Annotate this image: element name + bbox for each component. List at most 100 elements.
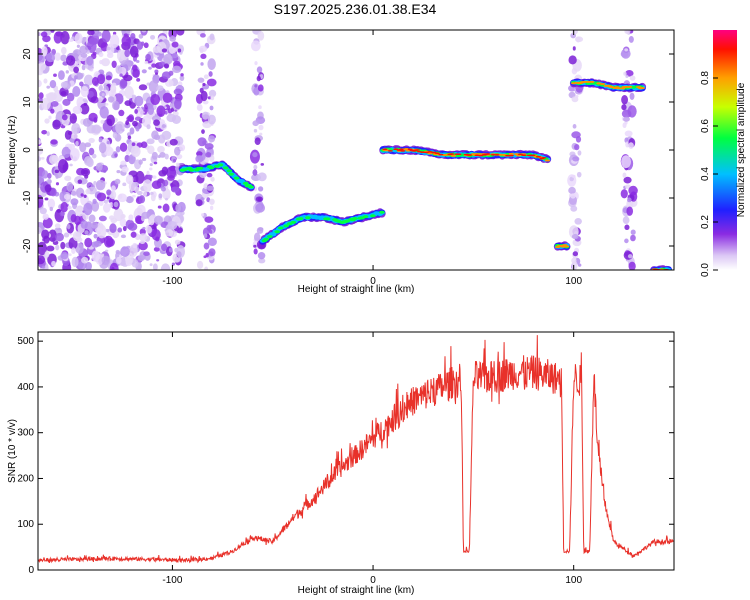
spectrogram-trace-cell xyxy=(508,154,514,157)
spectrogram-noise-blob xyxy=(117,227,123,233)
spectrogram-noise-blob xyxy=(120,234,127,239)
colorbar-tick-label: 0.0 xyxy=(700,263,711,277)
spectrogram-noise-blob xyxy=(82,117,92,127)
spectrogram-noise-blob xyxy=(143,191,148,197)
spectrogram-noise-blob xyxy=(175,162,180,167)
spectrogram-noise-blob xyxy=(257,31,265,41)
spectrogram-noise-blob xyxy=(204,216,214,223)
spectrogram-noise-blob xyxy=(93,233,98,239)
spectrogram-noise-blob xyxy=(101,30,111,43)
spectrogram-noise-blob xyxy=(127,114,135,123)
spectrogram-noise-blob xyxy=(83,194,87,199)
spectrogram-noise-blob xyxy=(161,71,171,80)
spectrogram-noise-blob xyxy=(174,98,182,110)
colorbar-tick-label: 0.8 xyxy=(700,71,711,85)
spectrogram-noise-blob xyxy=(120,160,127,166)
spectrogram-noise-blob xyxy=(174,239,181,245)
spectrogram-noise-blob xyxy=(571,233,579,240)
spectrogram-noise-blob xyxy=(81,256,89,264)
spectrogram-noise-blob xyxy=(91,76,99,86)
spectrogram-noise-blob xyxy=(571,174,576,178)
spectrogram-noise-blob xyxy=(109,202,114,208)
spectrogram-noise-blob xyxy=(80,52,88,58)
spectrogram-noise-blob xyxy=(97,74,106,85)
spectrogram-noise-blob xyxy=(127,135,132,140)
spectrogram-noise-blob xyxy=(131,94,137,99)
spectrogram-noise-blob xyxy=(195,199,203,207)
spectrogram-trace-cell xyxy=(609,85,615,88)
spectrogram-noise-blob xyxy=(203,74,209,80)
snr-series-line xyxy=(38,335,674,564)
spectrogram-noise-blob xyxy=(67,205,72,210)
spectrogram-noise-blob xyxy=(628,185,638,196)
spectrogram-noise-blob xyxy=(60,251,69,260)
spectrogram-noise-blob xyxy=(138,195,146,204)
spectrogram-noise-blob xyxy=(44,184,52,193)
spectrogram-noise-blob xyxy=(180,73,184,77)
spectrogram-noise-blob xyxy=(156,105,166,118)
spectrogram-trace-cell xyxy=(324,217,331,221)
spectrogram-noise-blob xyxy=(118,109,125,117)
snr-panel: -100 0 100 0 100 200 300 400 500 Height of strai… xyxy=(7,331,675,596)
spectrogram-noise-blob xyxy=(38,147,44,155)
spectrogram-noise-blob xyxy=(139,240,146,245)
spectrogram-noise-blob xyxy=(44,251,50,258)
spectrogram-noise-blob xyxy=(91,221,99,229)
snr-x-tick-label: -100 xyxy=(162,575,182,586)
spectrogram-noise-blob xyxy=(258,258,266,264)
spectrogram-noise-blob xyxy=(38,255,46,265)
spectrogram-noise-blob xyxy=(39,207,47,215)
spectrogram-noise-blob xyxy=(164,153,169,160)
spectrogram-noise-blob xyxy=(201,129,205,135)
spectrogram-noise-blob xyxy=(48,115,52,120)
colorbar-tick-label: 0.2 xyxy=(700,215,711,229)
spectrogram-noise-blob xyxy=(630,234,636,242)
spectrogram-noise-blob xyxy=(38,139,42,145)
spectrogram-noise-blob xyxy=(79,81,84,87)
spectrogram-noise-blob xyxy=(134,108,138,114)
spectrogram-noise-blob xyxy=(71,123,81,135)
spectrogram-noise-blob xyxy=(106,46,111,51)
spectrogram-trace-cell xyxy=(517,153,523,156)
spectrogram-noise-blob xyxy=(54,52,61,61)
spectrogram-noise-blob xyxy=(43,235,50,244)
spectrogram-noise-blob xyxy=(116,170,121,174)
spectrogram-noise-blob xyxy=(99,60,104,65)
spectrogram-noise-blob xyxy=(38,79,42,88)
spectrogram-noise-blob xyxy=(252,169,258,176)
spectrogram-noise-blob xyxy=(99,223,104,229)
spectrogram-noise-blob xyxy=(49,187,57,197)
spectrogram-noise-blob xyxy=(129,244,138,257)
spectrogram-noise-blob xyxy=(49,80,57,89)
colorbar: 0.0 0.2 0.4 0.6 0.8 Normalized spectral ampl… xyxy=(700,30,747,277)
spectrogram-noise-blob xyxy=(88,112,98,122)
spectrogram-noise-blob xyxy=(253,244,257,248)
spectrogram-noise-blob xyxy=(629,92,635,100)
spectrogram-noise-blob xyxy=(138,159,143,165)
spectrogram-noise-blob xyxy=(163,53,173,65)
spectrogram-noise-blob xyxy=(98,95,103,103)
spectrogram-noise-blob xyxy=(111,185,116,192)
spectrogram-noise-blob xyxy=(87,90,94,98)
spectrogram-noise-blob xyxy=(161,48,168,53)
spectrogram-noise-blob xyxy=(98,215,107,222)
spectrogram-noise-blob xyxy=(141,211,150,219)
spectrogram-trace-cell xyxy=(478,154,484,157)
spectrogram-noise-blob xyxy=(204,233,208,238)
spectrogram-noise-blob xyxy=(101,255,111,266)
spectrogram-trace-cell xyxy=(438,153,444,156)
spectrogram-noise-blob xyxy=(49,206,54,212)
spectrogram-noise-blob xyxy=(74,75,78,80)
spectrogram-trace-cell xyxy=(208,166,215,170)
spectrogram-noise-blob xyxy=(105,249,109,252)
spectrogram-noise-blob xyxy=(65,70,69,74)
spectrogram-noise-blob xyxy=(95,162,103,171)
spectrogram-noise-blob xyxy=(50,139,58,145)
snr-y-tick-label: 200 xyxy=(17,473,34,484)
spectrogram-noise-blob xyxy=(158,61,166,67)
spectrogram-noise-blob xyxy=(147,105,155,115)
spectrogram-noise-blob xyxy=(209,33,215,41)
spectrogram-noise-blob xyxy=(256,75,261,82)
spectrogram-trace-cell xyxy=(263,237,270,241)
spectrogram-noise-blob xyxy=(624,130,633,137)
